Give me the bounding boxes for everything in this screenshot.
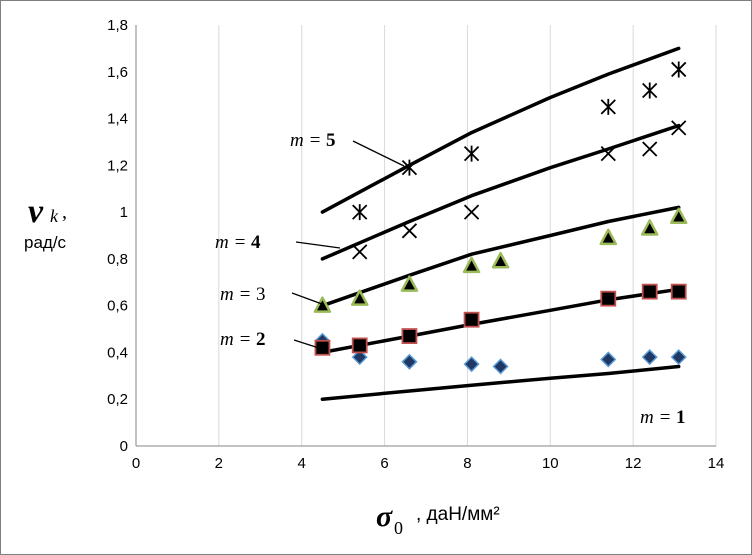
model-curves [320,46,681,401]
curve-m2 [320,287,681,355]
y-tick-label: 1,6 [107,64,128,81]
y-tick-label: 0,8 [107,251,128,268]
marker-m5 [401,159,418,176]
y-axis-comma: , [62,201,67,223]
x-tick-label: 10 [542,455,559,472]
curve-m5 [320,46,681,214]
y-tick-label: 0,2 [107,391,128,408]
marker-m5 [642,82,658,99]
marker-m2 [670,283,687,300]
x-tick-label: 4 [298,455,306,472]
marker-m4 [401,223,418,239]
y-tick-label: 1,8 [107,17,128,34]
x-tick-label: 0 [132,455,140,472]
y-axis-unit: рад/с [24,233,67,252]
marker-m2 [401,328,418,344]
leader-line-m4 [295,241,341,249]
marker-m5 [463,145,480,162]
curve-m4 [320,123,681,261]
x-axis-symbol: σ [376,500,393,533]
marker-m3 [350,289,369,306]
leader-line-m5 [352,140,405,167]
x-axis-unit: , даН/мм² [416,504,500,525]
series-label-m2: m = 2 [220,329,266,350]
marker-m3 [491,251,510,269]
x-tick-label: 12 [625,455,642,472]
marker-m1 [401,353,418,370]
x-axis-subscript: 0 [394,518,403,538]
grid-lines [218,25,717,446]
tick-labels: 0 2 4 6 8 10 12 14 0 0,2 0,4 0,6 0,8 1 1,2 1,4 1,6 1,8 [107,17,724,472]
marker-m1 [600,351,617,368]
marker-m1 [492,358,509,375]
y-tick-label: 1,2 [107,157,128,174]
marker-m5 [352,204,368,221]
series-label-m4: m = 4 [215,232,261,253]
marker-m4 [463,204,480,220]
marker-m2 [641,283,658,300]
y-tick-label: 0,4 [107,344,128,361]
marker-m1 [463,356,480,373]
marker-m2 [600,290,617,307]
marker-m2 [351,337,368,354]
y-tick-label: 0,6 [107,298,128,315]
series-label-m3: m = 3 [220,284,266,305]
y-tick-label: 0 [120,438,128,455]
leader-line-m2 [293,339,323,350]
x-tick-label: 2 [215,455,223,472]
series-label-m5: m = 5 [290,130,336,151]
series-labels: m = 1 m = 2 m = 3 m = 4 m = 5 [215,130,686,428]
curve-m1 [320,364,681,401]
data-markers [313,61,688,375]
x-tick-label: 8 [463,455,471,472]
marker-m3 [599,228,618,246]
axes [135,25,716,447]
marker-m3 [313,296,332,313]
x-tick-label: 6 [380,455,388,472]
marker-m3 [669,207,688,225]
marker-m4 [671,120,687,136]
marker-m5 [671,61,687,78]
marker-m5 [600,98,616,115]
marker-m3 [462,256,481,274]
marker-m3 [640,219,659,236]
leader-line-m3 [291,292,323,305]
marker-m1 [670,349,687,366]
curve-m3 [320,205,681,308]
marker-m2 [314,339,331,356]
marker-m1 [641,349,658,366]
y-axis-subscript: k [50,206,59,226]
marker-m4 [642,141,658,157]
marker-m4 [352,244,368,260]
marker-m4 [600,146,616,162]
y-tick-label: 1,4 [107,111,128,128]
y-axis-symbol: ν [28,193,44,230]
y-tick-label: 1 [120,204,128,221]
marker-m1 [351,349,368,366]
x-tick-label: 14 [708,455,725,472]
series-label-m1: m = 1 [640,407,686,428]
marker-m2 [463,311,480,328]
marker-m3 [400,275,419,292]
